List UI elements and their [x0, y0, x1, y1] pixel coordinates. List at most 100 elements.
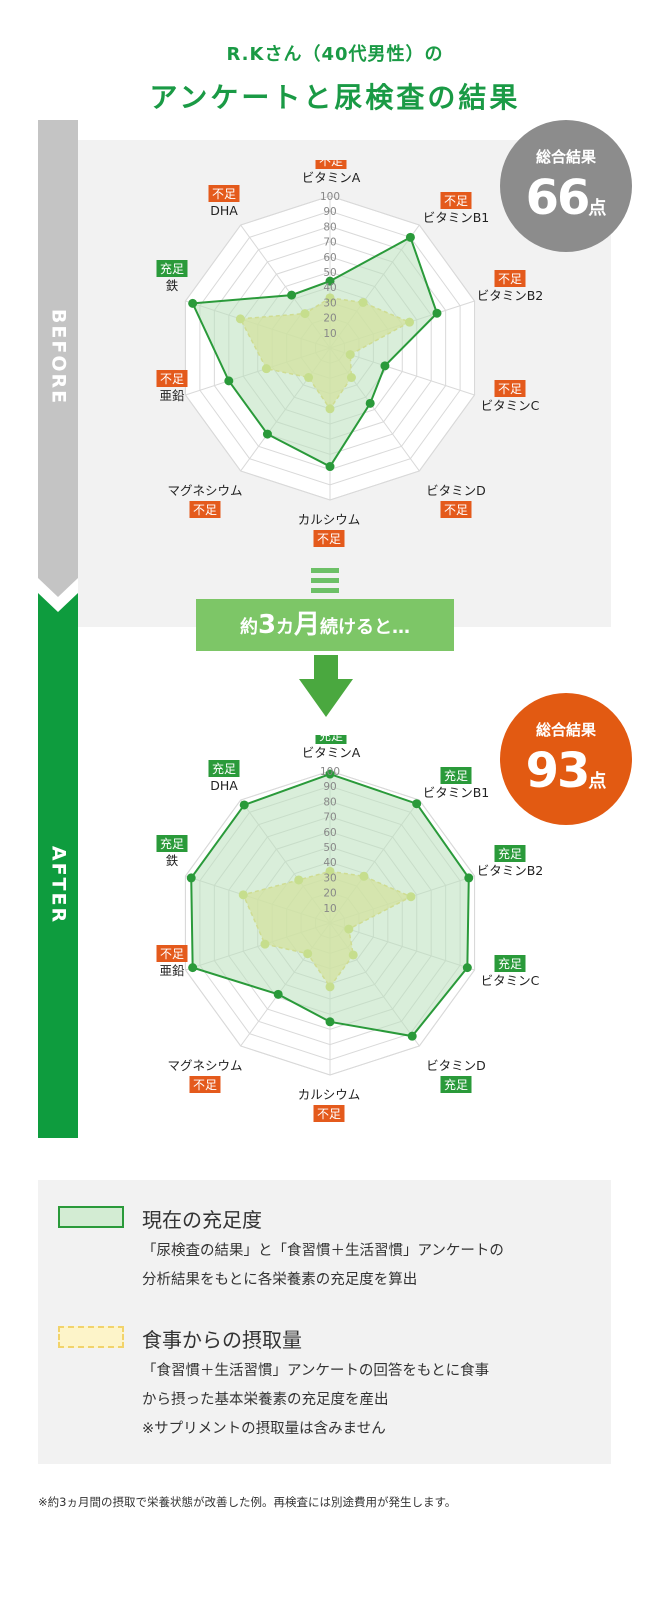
status-badge — [189, 501, 221, 518]
transition-post: 続けると… — [320, 617, 411, 638]
tick-label: 60 — [323, 252, 336, 264]
status-badge — [313, 530, 345, 547]
legend-current-description: 「尿検査の結果」と「食習慣＋生活習慣」アンケートの 分析結果をもとに各栄養素の充… — [142, 1237, 504, 1295]
category-8: 充足鉄 — [156, 260, 188, 293]
status-text: 充足 — [498, 956, 522, 971]
current-series-point — [412, 799, 422, 809]
status-badge — [208, 760, 240, 777]
category-label: カルシウム — [298, 1087, 361, 1102]
legend-intake-description: 「食習慣＋生活習慣」アンケートの回答をもとに食事 から摂った基本栄養素の充足度を… — [142, 1357, 489, 1444]
status-text: 不足 — [160, 372, 184, 386]
category-4: 充足 ビタミンD — [426, 1058, 486, 1093]
tick-label: 50 — [323, 842, 336, 854]
legend-current-swatch — [58, 1206, 124, 1228]
category-label: ビタミンB2 — [477, 288, 544, 303]
after-label: AFTER — [48, 846, 70, 924]
tick-label: 80 — [323, 221, 336, 233]
status-text: 不足 — [193, 1078, 217, 1092]
status-badge — [494, 270, 526, 287]
status-badge — [494, 845, 526, 862]
category-9: 不足 DHA — [208, 185, 240, 218]
current-series-point — [464, 873, 474, 883]
after-radar-chart: 102030405060708090100充足ビタミンA充足ビタミンB1充足ビタ… — [156, 735, 544, 1122]
status-text: 充足 — [498, 846, 522, 861]
page-subtitle: R.Kさん（40代男性）の — [226, 44, 444, 65]
tick-label: 70 — [323, 812, 336, 824]
category-label: DHA — [210, 203, 238, 218]
status-text: 不足 — [193, 503, 217, 517]
after-total-unit: 点 — [588, 771, 607, 792]
category-label: 鉄 — [166, 853, 179, 868]
legend-current-line: 分析結果をもとに各栄養素の充足度を算出 — [142, 1272, 418, 1288]
current-series-point — [186, 873, 196, 883]
current-series-point — [224, 376, 234, 386]
status-badge — [440, 1076, 472, 1093]
equals-bar-top — [311, 568, 339, 573]
status-badge — [315, 160, 347, 169]
category-label: 亜鉛 — [159, 388, 185, 403]
legend-intake-line: から摂った基本栄養素の充足度を産出 — [142, 1392, 389, 1408]
category-label: ビタミンB1 — [423, 785, 490, 800]
before-total-value: 66 — [525, 170, 591, 226]
after-band — [38, 593, 78, 1138]
category-label: ビタミンB2 — [477, 863, 544, 878]
tick-label: 30 — [323, 872, 336, 884]
status-text: 不足 — [317, 532, 341, 546]
status-text: 不足 — [212, 187, 236, 201]
current-series-point — [380, 361, 390, 371]
tick-label: 40 — [323, 857, 336, 869]
before-total-score: 66点 — [500, 170, 632, 226]
category-label: マグネシウム — [167, 483, 242, 498]
tick-label: 100 — [320, 191, 340, 203]
tick-label: 20 — [323, 313, 336, 325]
before-radar-chart: 102030405060708090100不足ビタミンA不足ビタミンB1不足ビタ… — [156, 160, 544, 547]
status-badge — [440, 501, 472, 518]
before-total-unit: 点 — [588, 198, 607, 219]
status-badge — [156, 370, 188, 387]
tick-label: 30 — [323, 297, 336, 309]
status-badge — [208, 185, 240, 202]
current-series-point — [365, 398, 375, 408]
after-total-value: 93 — [525, 743, 591, 799]
transition-banner: 約3カ月続けると… — [196, 599, 454, 651]
page-title: アンケートと尿検査の結果 — [149, 81, 521, 114]
status-badge — [156, 945, 188, 962]
down-arrow-icon — [299, 655, 353, 717]
status-text: 不足 — [498, 382, 522, 396]
category-label: ビタミンC — [481, 398, 540, 413]
status-text: 不足 — [444, 503, 468, 517]
legend-intake-swatch — [58, 1326, 124, 1348]
status-badge — [440, 767, 472, 784]
tick-label: 80 — [323, 796, 336, 808]
category-label: 鉄 — [166, 278, 179, 293]
status-badge — [156, 835, 188, 852]
status-text: 充足 — [444, 1077, 468, 1092]
category-label: ビタミンA — [302, 745, 361, 760]
status-badge — [315, 735, 347, 744]
status-text: 不足 — [444, 194, 468, 208]
status-badge — [313, 1105, 345, 1122]
category-label: DHA — [210, 778, 238, 793]
category-label: ビタミンD — [426, 1058, 486, 1073]
current-series-point — [188, 963, 198, 973]
tick-label: 60 — [323, 827, 336, 839]
category-label: カルシウム — [298, 512, 361, 527]
category-label: 亜鉛 — [159, 963, 185, 978]
legend: 現在の充足度 「尿検査の結果」と「食習慣＋生活習慣」アンケートの 分析結果をもと… — [38, 1180, 611, 1464]
tick-label: 50 — [323, 267, 336, 279]
category-8: 充足鉄 — [156, 835, 188, 868]
before-label: BEFORE — [48, 309, 70, 405]
current-series-point — [262, 429, 272, 439]
status-text: 不足 — [498, 272, 522, 286]
equals-bar-bottom — [311, 588, 339, 593]
current-series-point — [188, 298, 198, 308]
